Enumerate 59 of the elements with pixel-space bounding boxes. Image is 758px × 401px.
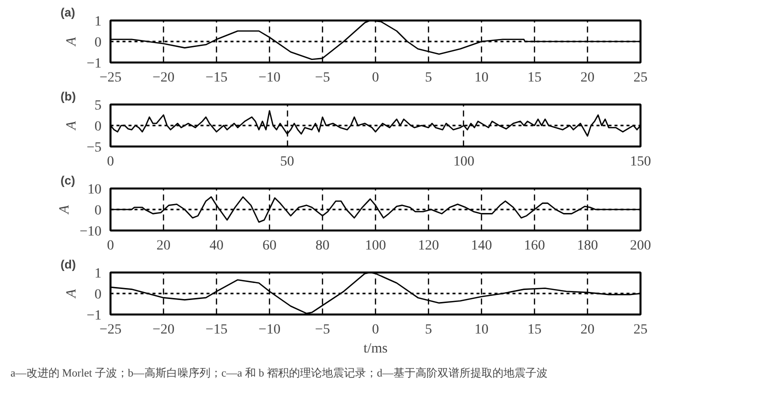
x-tick-label: −15: [206, 322, 228, 338]
y-tick-label: 5: [94, 98, 102, 114]
y-tick-label: −5: [86, 140, 102, 156]
y-tick-label: 10: [88, 182, 102, 198]
x-tick-label: −15: [206, 70, 228, 86]
y-tick-label: 0: [94, 288, 102, 302]
x-tick-label: −20: [152, 322, 174, 338]
x-tick-label: 200: [630, 238, 651, 254]
x-tick-label: 0: [372, 322, 379, 338]
x-tick-label: 20: [156, 238, 170, 254]
y-tick-label: 1: [94, 14, 102, 30]
x-tick-label: 0: [107, 238, 114, 254]
x-tick-label: 10: [474, 70, 488, 86]
x-tick-label: −25: [100, 70, 122, 86]
y-tick-label: 0: [94, 36, 102, 50]
y-axis-title: A: [58, 204, 73, 215]
x-tick-label: −20: [152, 70, 174, 86]
y-axis-title: A: [64, 36, 80, 47]
x-tick-label: 50: [280, 154, 294, 170]
x-tick-label: 60: [262, 238, 276, 254]
x-tick-label: 20: [580, 322, 594, 338]
x-tick-label: 40: [210, 238, 224, 254]
x-tick-label: 20: [580, 70, 594, 86]
y-tick-label: −1: [86, 308, 102, 324]
y-axis-title: A: [64, 120, 80, 131]
x-tick-label: 120: [418, 238, 439, 254]
chart-title: (c): [60, 174, 76, 188]
x-tick-label: 150: [630, 154, 651, 170]
y-tick-label: −10: [80, 224, 102, 240]
x-tick-label: 10: [474, 322, 488, 338]
x-tick-label: 140: [471, 238, 492, 254]
x-tick-label: −25: [100, 322, 122, 338]
x-tick-label: 0: [372, 70, 379, 86]
x-tick-label: 160: [524, 238, 545, 254]
y-tick-label: −1: [86, 56, 102, 72]
y-axis-title: A: [64, 288, 80, 299]
x-tick-label: −5: [315, 322, 330, 338]
y-tick-label: 0: [94, 204, 102, 218]
x-tick-label: 100: [365, 238, 386, 254]
x-tick-label: 80: [316, 238, 330, 254]
x-tick-label: 25: [634, 322, 648, 338]
x-axis-title: t/ms: [363, 342, 388, 356]
y-tick-label: 1: [94, 266, 102, 282]
x-tick-label: 5: [425, 322, 432, 338]
x-tick-label: 5: [425, 70, 432, 86]
x-tick-label: 25: [634, 70, 648, 86]
y-tick-label: 0: [94, 120, 102, 134]
x-tick-label: 15: [528, 70, 542, 86]
x-tick-label: 180: [577, 238, 598, 254]
x-tick-label: −5: [315, 70, 330, 86]
chart-title: (d): [60, 258, 76, 272]
chart-title: (a): [60, 6, 76, 20]
text: a—改进的 Morlet 子波；b—高斯白噪序列；c—a 和 b 褶积的理论地震记录；d—基于高阶双谱所提取的地震子波: [10, 366, 548, 380]
x-tick-label: 0: [107, 154, 114, 170]
x-tick-label: −10: [258, 322, 280, 338]
x-tick-label: 15: [528, 322, 542, 338]
x-tick-label: 100: [453, 154, 474, 170]
chart-title: (b): [60, 90, 76, 104]
x-tick-label: −10: [258, 70, 280, 86]
